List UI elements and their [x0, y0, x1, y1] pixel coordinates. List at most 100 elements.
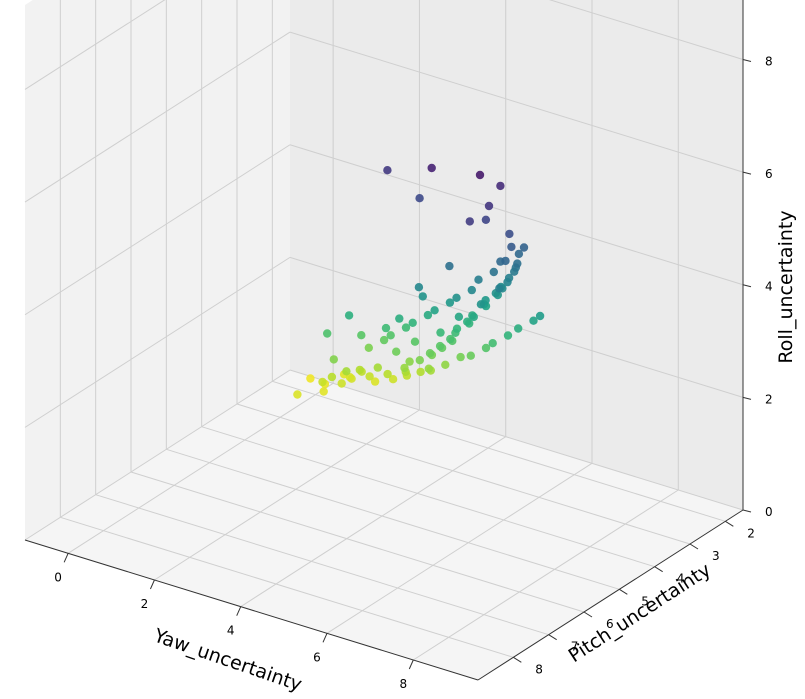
- y-tick-label: 5: [641, 594, 649, 608]
- data-point: [392, 347, 401, 356]
- data-point: [423, 310, 433, 320]
- data-point: [327, 372, 337, 382]
- grid-line-z-left: [24, 369, 291, 541]
- data-point: [475, 170, 485, 180]
- data-point: [364, 343, 373, 352]
- x-tick-label: 4: [227, 624, 235, 638]
- data-point: [535, 311, 545, 321]
- grid-line-x-floor: [413, 489, 679, 661]
- grid-line-z-left: [24, 0, 166, 90]
- pane-floor: [25, 370, 743, 680]
- x-tick-mark: [236, 606, 242, 616]
- y-tick-mark: [725, 520, 734, 527]
- data-point: [454, 312, 464, 321]
- data-point: [344, 311, 354, 320]
- data-point: [489, 267, 498, 277]
- data-point: [342, 367, 351, 376]
- data-point: [405, 357, 414, 366]
- z-tick-label: 0: [765, 505, 773, 519]
- data-point: [436, 328, 445, 337]
- grid-line-z-back: [289, 369, 744, 511]
- x-tick-mark: [408, 659, 414, 670]
- data-point: [408, 318, 417, 327]
- data-point: [388, 375, 398, 384]
- data-point: [474, 275, 483, 284]
- data-point: [414, 283, 424, 292]
- y-tick-label: 2: [747, 526, 755, 540]
- data-point: [503, 331, 513, 340]
- data-point: [505, 229, 514, 239]
- grid-line-z-left: [24, 256, 291, 428]
- data-point: [504, 273, 514, 283]
- grid-line-x-floor: [154, 409, 420, 581]
- grid-line-z-back: [289, 144, 744, 286]
- y-tick-mark: [654, 566, 663, 573]
- z-tick-label: 8: [765, 55, 773, 69]
- data-point: [355, 365, 364, 375]
- grid-line-z-back: [289, 31, 744, 173]
- x-tick-label: 6: [313, 650, 321, 664]
- data-point: [379, 335, 389, 345]
- data-point: [381, 323, 391, 333]
- data-point: [495, 284, 504, 293]
- z-tick-mark: [742, 284, 752, 288]
- data-point: [318, 377, 327, 387]
- data-point: [401, 323, 411, 332]
- data-point: [383, 166, 392, 175]
- z-tick-label: 6: [765, 167, 773, 181]
- data-point: [501, 256, 510, 266]
- data-points: [293, 163, 545, 399]
- grid-line-y-floor: [130, 471, 585, 613]
- grid-line-z-left: [24, 31, 291, 203]
- data-point: [441, 360, 450, 369]
- data-point: [469, 312, 478, 322]
- grid-line-z-left: [24, 144, 291, 316]
- y-tick-mark: [689, 543, 699, 550]
- y-tick-mark: [583, 611, 593, 618]
- data-point: [370, 377, 380, 386]
- data-point: [445, 298, 455, 307]
- data-point: [337, 379, 346, 388]
- z-tick-mark: [742, 509, 752, 513]
- grid-line-y-floor: [166, 448, 620, 590]
- data-point: [452, 324, 462, 333]
- x-axis-line: [24, 539, 479, 681]
- grid-line-x-floor: [326, 462, 593, 634]
- data-point: [323, 329, 332, 338]
- x-tick-mark: [63, 553, 69, 563]
- data-point: [452, 293, 461, 302]
- data-point: [427, 163, 436, 173]
- x-tick-label: 0: [54, 570, 62, 584]
- grid-line-x-floor: [67, 382, 334, 554]
- y-tick-label: 7: [571, 640, 579, 654]
- data-point: [446, 334, 455, 344]
- data-point: [395, 314, 404, 323]
- data-point: [400, 363, 409, 373]
- data-point: [467, 285, 476, 295]
- data-point: [319, 387, 328, 396]
- data-point: [456, 352, 465, 362]
- data-point: [415, 356, 424, 365]
- data-point: [507, 242, 516, 252]
- grid-line-y-floor: [60, 516, 514, 658]
- data-point: [347, 374, 356, 383]
- data-point: [496, 181, 505, 191]
- z-tick-label: 2: [765, 392, 773, 406]
- data-point: [466, 351, 475, 360]
- data-point: [465, 217, 474, 226]
- data-point: [481, 343, 491, 353]
- pane-left: [25, 0, 290, 540]
- x-tick-label: 2: [141, 597, 149, 611]
- grid-line-x-floor: [240, 436, 506, 608]
- axis-lines: [24, 0, 744, 681]
- grid-lines: [24, 0, 744, 661]
- data-point: [293, 390, 302, 399]
- data-point: [529, 316, 538, 325]
- x-tick-mark: [149, 579, 155, 590]
- grid-line-y-floor: [236, 403, 691, 545]
- data-point: [306, 374, 315, 383]
- y-tick-mark: [513, 656, 522, 663]
- y-tick-label: 3: [712, 549, 720, 563]
- data-point: [445, 261, 454, 271]
